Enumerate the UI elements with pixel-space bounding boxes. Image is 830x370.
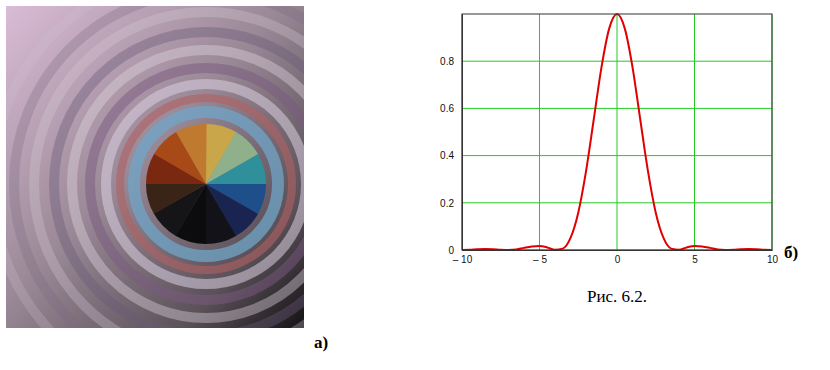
data-line: [462, 14, 772, 250]
image-ring: [14, 6, 304, 328]
image-wedge: [206, 154, 266, 185]
tick-label: 0: [448, 245, 454, 256]
grid-line-y: [462, 155, 772, 156]
tick: 5: [692, 250, 698, 265]
y-axis: 0 0.2 0.4 0.6 0.8: [440, 15, 462, 256]
tick: – 5: [533, 250, 547, 265]
tick-label: 0: [615, 254, 621, 265]
axis-line: [462, 15, 463, 251]
image-ring: [6, 6, 304, 328]
tick: 0.2: [440, 198, 462, 209]
image-ring: [120, 98, 292, 270]
image-ring: [106, 84, 304, 284]
tick-label: 5: [692, 254, 698, 265]
tick-label: – 5: [533, 254, 547, 265]
image-ring: [72, 50, 304, 318]
grid-line-y: [462, 202, 772, 203]
vortex-image: [0, 0, 420, 370]
tick: 0: [615, 250, 621, 265]
tick-label: 0.8: [440, 56, 454, 67]
tick: 0.8: [440, 56, 462, 67]
image-wedge: [146, 183, 206, 214]
tick: – 10: [453, 250, 473, 265]
image-ring: [134, 112, 278, 256]
tick: 10: [767, 250, 779, 265]
panel-label: а): [314, 333, 328, 352]
tick-label: 10: [767, 254, 779, 265]
grid-line-x: [539, 14, 540, 250]
caption: Рис. 6.2.: [587, 287, 647, 306]
image-ring: [34, 12, 304, 328]
tick-label: – 10: [453, 254, 473, 265]
image-ring: [54, 32, 304, 328]
image-wedge: [205, 184, 236, 244]
image-wedge: [176, 124, 207, 184]
axis-line: [463, 250, 773, 251]
image-ring: [90, 68, 304, 300]
panel-label: б): [784, 243, 798, 262]
grid-line-x: [617, 14, 618, 250]
grid-line-x: [694, 14, 695, 250]
tick: 0.6: [440, 103, 462, 114]
tick: 0: [448, 245, 462, 256]
grid-line-y: [462, 61, 772, 62]
tick-label: 0.4: [440, 150, 454, 161]
grid-line-y: [462, 108, 772, 109]
figure: – 10 – 5 0 5 10 0 0.2 0.4 0.6 0.8 а) б) Рис. 6.2.: [0, 0, 830, 370]
tick-label: 0.6: [440, 103, 454, 114]
plot-frame: [462, 14, 772, 250]
plot-marks: [462, 14, 772, 250]
grid: [462, 14, 772, 250]
tick-label: 0.2: [440, 198, 454, 209]
x-axis: – 10 – 5 0 5 10: [453, 250, 779, 265]
tick: 0.4: [440, 150, 462, 161]
